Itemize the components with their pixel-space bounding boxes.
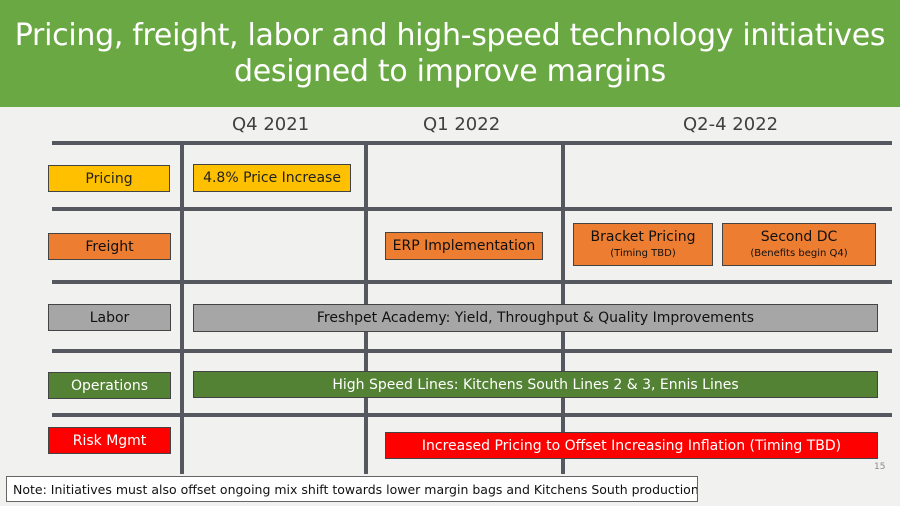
grid-line	[52, 141, 892, 145]
grid-line	[52, 280, 892, 284]
initiative-freshpet-academy: Freshpet Academy: Yield, Throughput & Qu…	[193, 304, 878, 332]
slide-title: Pricing, freight, labor and high-speed t…	[14, 17, 886, 89]
grid-line	[52, 413, 892, 417]
initiative-text: ERP Implementation	[392, 238, 536, 254]
initiative-price-increase: 4.8% Price Increase	[193, 164, 351, 192]
initiative-timing-note: (Timing TBD)	[610, 248, 676, 259]
initiative-text: Bracket Pricing	[590, 229, 696, 245]
row-label-pricing: Pricing	[48, 165, 170, 192]
initiative-text: Second DC	[760, 229, 838, 245]
row-label-text: Operations	[71, 377, 148, 394]
grid-line	[52, 207, 892, 211]
row-label-risk-mgmt: Risk Mgmt	[48, 427, 171, 454]
grid-line	[180, 141, 184, 474]
footnote-text: Note: Initiatives must also offset ongoi…	[13, 481, 698, 497]
column-header-q2-4-2022: Q2-4 2022	[683, 114, 779, 135]
initiative-text: Freshpet Academy: Yield, Throughput & Qu…	[316, 310, 755, 326]
column-header-q4-2021: Q4 2021	[232, 114, 310, 135]
row-label-text: Labor	[89, 309, 130, 326]
initiative-inflation-pricing: Increased Pricing to Offset Increasing I…	[385, 432, 878, 459]
initiative-text: High Speed Lines: Kitchens South Lines 2…	[332, 376, 739, 393]
initiative-second-dc: Second DC (Benefits begin Q4)	[722, 223, 876, 266]
page-number: 15	[874, 462, 886, 472]
row-label-labor: Labor	[48, 304, 171, 331]
footnote: Note: Initiatives must also offset ongoi…	[6, 476, 698, 502]
row-label-operations: Operations	[48, 372, 171, 399]
initiative-timing-note: (Benefits begin Q4)	[750, 248, 848, 259]
row-label-text: Pricing	[85, 170, 133, 187]
row-label-text: Freight	[85, 238, 134, 255]
row-label-text: Risk Mgmt	[72, 432, 147, 449]
column-header-q1-2022: Q1 2022	[423, 114, 501, 135]
initiative-high-speed-lines: High Speed Lines: Kitchens South Lines 2…	[193, 371, 878, 398]
initiative-text: 4.8% Price Increase	[203, 170, 341, 186]
row-label-freight: Freight	[48, 233, 171, 260]
initiative-bracket-pricing: Bracket Pricing (Timing TBD)	[573, 223, 713, 266]
grid-line	[52, 349, 892, 353]
title-banner: Pricing, freight, labor and high-speed t…	[0, 0, 900, 107]
initiative-erp-implementation: ERP Implementation	[385, 232, 543, 260]
initiative-text: Increased Pricing to Offset Increasing I…	[421, 437, 842, 454]
